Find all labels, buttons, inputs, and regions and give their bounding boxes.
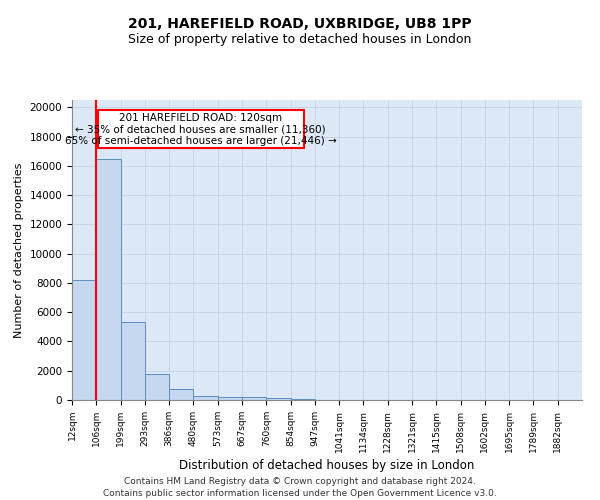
FancyBboxPatch shape	[97, 110, 304, 148]
Text: 201 HAREFIELD ROAD: 120sqm: 201 HAREFIELD ROAD: 120sqm	[119, 113, 282, 123]
Text: Size of property relative to detached houses in London: Size of property relative to detached ho…	[128, 32, 472, 46]
Text: Contains HM Land Registry data © Crown copyright and database right 2024.: Contains HM Land Registry data © Crown c…	[124, 478, 476, 486]
Bar	[266, 398, 290, 400]
Y-axis label: Number of detached properties: Number of detached properties	[14, 162, 24, 338]
Bar	[145, 374, 169, 400]
Text: Contains public sector information licensed under the Open Government Licence v3: Contains public sector information licen…	[103, 489, 497, 498]
Bar	[169, 389, 193, 400]
Bar	[72, 280, 96, 400]
Bar	[96, 158, 121, 400]
Bar	[193, 396, 218, 400]
Bar	[218, 397, 242, 400]
Bar	[242, 397, 266, 400]
Bar	[290, 398, 315, 400]
Text: 201, HAREFIELD ROAD, UXBRIDGE, UB8 1PP: 201, HAREFIELD ROAD, UXBRIDGE, UB8 1PP	[128, 18, 472, 32]
Bar	[121, 322, 145, 400]
Text: 65% of semi-detached houses are larger (21,446) →: 65% of semi-detached houses are larger (…	[65, 136, 337, 145]
X-axis label: Distribution of detached houses by size in London: Distribution of detached houses by size …	[179, 459, 475, 472]
Text: ← 35% of detached houses are smaller (11,360): ← 35% of detached houses are smaller (11…	[76, 124, 326, 134]
